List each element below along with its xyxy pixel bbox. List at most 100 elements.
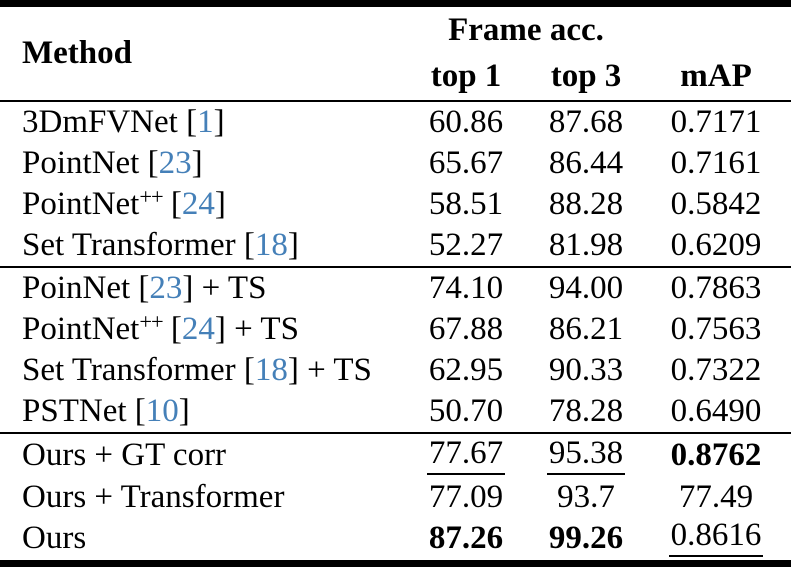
map-cell: 0.7322 [670,352,762,388]
table-row: PointNet++ [24] 58.51 88.28 0.5842 [0,184,791,225]
bracket-close: ] + TS [182,270,267,306]
header-rule [0,100,791,102]
top3-cell: 87.68 [548,104,624,140]
bracket-close: ] [191,145,203,181]
table-row: Set Transformer [18] + TS 62.95 90.33 0.… [0,350,791,391]
top1-cell: 74.10 [428,270,504,306]
bracket-close: ] [214,186,226,222]
top3-cell: 86.44 [548,145,624,181]
method-cell: PointNet [23] [0,147,406,180]
header-map: mAP [680,58,752,95]
bracket-close: ] [213,104,225,140]
method-cell: PoinNet [23] + TS [0,272,406,305]
bracket-close: ] + TS [214,311,299,347]
bracket-close: ] [178,393,190,429]
method-name: PSTNet [22,393,127,429]
map-cell: 0.7563 [670,311,762,347]
table-header: Method Frame acc. top 1 top 3 mAP [0,7,791,100]
map-cell: 77.49 [678,478,754,515]
method-name: PointNet [22,186,140,222]
top3-cell: 86.21 [548,311,624,347]
top-rule [0,0,791,7]
bracket-open: [ [162,311,182,347]
method-name: Ours + GT corr [22,437,227,474]
top3-cell: 88.28 [548,186,624,222]
method-name: PointNet [22,145,140,181]
table-row: PointNet [23] 65.67 86.44 0.7161 [0,143,791,184]
citation-link[interactable]: 10 [145,393,179,429]
top1-cell: 58.51 [428,186,504,222]
method-superscript: ++ [139,308,163,334]
method-name: Ours + Transformer [22,478,285,515]
top3-cell: 99.26 [548,519,624,556]
map-cell: 0.7863 [670,270,762,306]
table-row: 3DmFVNet [1] 60.86 87.68 0.7171 [0,102,791,143]
table-group-baselines: 3DmFVNet [1] 60.86 87.68 0.7171 PointNet… [0,102,791,266]
group-divider-rule [0,266,791,268]
top3-cell: 94.00 [548,270,624,306]
citation-link[interactable]: 23 [158,145,192,181]
method-superscript: ++ [139,183,163,209]
table-row: Ours + Transformer 77.09 93.7 77.49 [0,478,791,517]
table-row: Set Transformer [18] 52.27 81.98 0.6209 [0,225,791,266]
table-row: Ours 87.26 99.26 0.8616 [0,516,791,560]
bracket-open: [ [130,270,150,306]
bracket-open: [ [235,227,255,263]
table-row: PoinNet [23] + TS 74.10 94.00 0.7863 [0,268,791,309]
top3-cell: 95.38 [526,436,646,475]
method-cell: Ours + Transformer [0,478,406,515]
citation-link[interactable]: 24 [181,186,215,222]
table-row: Ours + GT corr 77.67 95.38 0.8762 [0,434,791,478]
bracket-open: [ [139,145,159,181]
citation-link[interactable]: 18 [254,352,288,388]
citation-link[interactable]: 1 [197,104,214,140]
top1-cell: 67.88 [428,311,504,347]
top1-cell: 65.67 [428,145,504,181]
method-cell: PSTNet [10] [0,395,406,428]
method-name: PointNet [22,311,140,347]
method-cell: 3DmFVNet [1] [0,106,406,139]
map-cell: 0.6209 [670,227,762,263]
table-group-ours: Ours + GT corr 77.67 95.38 0.8762 Ours +… [0,434,791,560]
method-cell: Ours + GT corr [0,439,406,472]
bracket-close: ] + TS [287,352,372,388]
top1-cell: 62.95 [428,352,504,388]
bracket-open: [ [162,186,182,222]
bracket-close: ] [287,227,299,263]
top3-cell: 90.33 [548,352,624,388]
table-row: PointNet++ [24] + TS 67.88 86.21 0.7563 [0,309,791,350]
method-name: Set Transformer [22,352,236,388]
underlined-value: 77.67 [426,436,506,475]
map-cell: 0.8616 [646,519,786,558]
method-cell: Set Transformer [18] + TS [0,354,406,387]
map-cell: 0.5842 [670,186,762,222]
method-name: Set Transformer [22,227,236,263]
header-frame-acc: Frame acc. [448,11,604,48]
bracket-open: [ [235,352,255,388]
table-group-ts-variants: PoinNet [23] + TS 74.10 94.00 0.7863 Poi… [0,268,791,432]
map-cell: 0.8762 [670,437,762,474]
underlined-value: 0.8616 [668,519,764,558]
top3-cell: 81.98 [548,227,624,263]
top1-cell: 50.70 [428,393,504,429]
top1-cell: 77.09 [428,478,504,515]
bottom-rule [0,560,791,567]
top1-cell: 87.26 [428,519,504,556]
header-top3: top 3 [550,58,622,95]
group-divider-rule [0,432,791,434]
map-cell: 0.6490 [670,393,762,429]
method-cell: PointNet++ [24] + TS [0,310,406,347]
header-top1: top 1 [430,58,502,95]
top1-cell: 52.27 [428,227,504,263]
underlined-value: 95.38 [546,436,626,475]
header-method: Method [22,35,132,71]
top3-cell: 93.7 [557,478,615,515]
citation-link[interactable]: 18 [254,227,288,263]
citation-link[interactable]: 24 [181,311,215,347]
method-cell: Ours [0,521,406,555]
bracket-open: [ [177,104,198,140]
citation-link[interactable]: 23 [149,270,183,306]
method-cell: PointNet++ [24] [0,185,406,222]
map-cell: 0.7161 [670,145,762,181]
method-name: PoinNet [22,270,131,306]
